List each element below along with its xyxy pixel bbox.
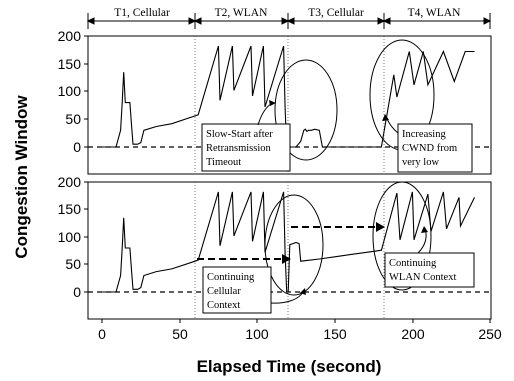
y-tick-label: 200 xyxy=(58,28,82,44)
period-arrowhead xyxy=(188,17,197,25)
pointer-head xyxy=(421,226,428,233)
x-tick-labels: 0 50 100 150 200 250 xyxy=(98,326,502,342)
period-header xyxy=(86,13,492,29)
x-tick-marks xyxy=(101,319,491,323)
period-arrowhead xyxy=(377,17,386,25)
y-tick-label: 100 xyxy=(58,83,82,99)
x-axis-title: Elapsed Time (second) xyxy=(197,357,382,376)
pointer-head xyxy=(382,114,389,121)
y-tick-label: 0 xyxy=(73,284,81,300)
period-arrowhead xyxy=(193,17,202,25)
x-tick-label: 50 xyxy=(172,326,188,342)
cwnd-trace-bottom xyxy=(102,191,475,293)
pointer-head xyxy=(300,288,306,295)
period-arrowhead xyxy=(286,17,295,25)
y-tick-label: 150 xyxy=(58,201,82,217)
y-tick-label: 150 xyxy=(58,56,82,72)
annotation-text: Continuing xyxy=(389,258,437,269)
annotation-text: Increasing xyxy=(402,129,446,140)
pointer xyxy=(257,102,275,126)
y-tick-label: 50 xyxy=(65,111,81,127)
x-tick-label: 100 xyxy=(245,326,269,342)
annotation-slow-start: Slow-Start after Retransmission Timeout xyxy=(201,123,291,172)
annotation-text: Slow-Start after xyxy=(206,129,273,140)
annotation-increasing-cwnd: Increasing CWND from very low xyxy=(397,123,473,173)
x-tick-label: 250 xyxy=(478,326,502,342)
period-label-t4: T4, WLAN xyxy=(408,7,462,19)
annotation-text: very low xyxy=(402,157,439,168)
period-arrowhead xyxy=(86,17,95,25)
annotation-text: Retransmission xyxy=(206,143,271,154)
y-axis-title: Congestion Window xyxy=(12,95,31,259)
annotation-text: WLAN Context xyxy=(389,272,456,283)
y-tick-marks xyxy=(84,35,88,293)
cwnd-trace-top xyxy=(102,45,475,148)
y-tick-label: 100 xyxy=(58,229,82,245)
annotation-wlan-context: Continuing WLAN Context xyxy=(384,252,475,288)
annotation-text: Continuing xyxy=(207,272,255,283)
context-arrowhead xyxy=(376,222,385,232)
x-tick-label: 150 xyxy=(323,326,347,342)
annotation-text: Context xyxy=(207,300,240,311)
y-tick-label: 50 xyxy=(65,256,81,272)
y-tick-labels-bottom: 200 150 100 50 0 xyxy=(58,174,82,300)
y-tick-label: 0 xyxy=(73,139,81,155)
y-tick-labels-top: 200 150 100 50 0 xyxy=(58,28,82,155)
annotation-cellular-context: Continuing Cellular Context xyxy=(202,266,272,314)
period-label-t2: T2, WLAN xyxy=(215,7,269,19)
panel-frame-top xyxy=(87,35,492,175)
context-arrowhead xyxy=(282,254,291,264)
annotation-text: CWND from xyxy=(402,143,457,154)
annotation-text: Timeout xyxy=(206,157,241,168)
pointer-head xyxy=(269,100,276,106)
highlight-ellipse xyxy=(264,194,324,296)
highlight-ellipse xyxy=(274,59,338,161)
period-arrowhead xyxy=(382,17,391,25)
period-label-t1: T1, Cellular xyxy=(114,7,170,19)
period-label-t3: T3, Cellular xyxy=(308,7,364,19)
x-tick-label: 200 xyxy=(401,326,425,342)
period-arrowhead xyxy=(281,17,290,25)
annotation-text: Cellular xyxy=(207,286,241,297)
panel-frame-bottom xyxy=(87,181,492,320)
x-tick-label: 0 xyxy=(98,326,106,342)
y-tick-label: 200 xyxy=(58,174,82,190)
period-arrowhead xyxy=(483,17,492,25)
period-labels: T1, Cellular T2, WLAN T3, Cellular T4, W… xyxy=(106,6,470,19)
highlight-ellipse xyxy=(372,181,432,291)
context-arrows xyxy=(197,226,380,260)
